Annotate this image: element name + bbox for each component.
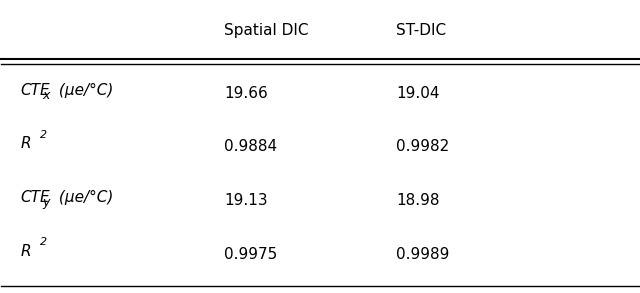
Text: x: x — [42, 89, 49, 102]
Text: CTE: CTE — [20, 190, 50, 205]
Text: Spatial DIC: Spatial DIC — [225, 23, 309, 38]
Text: 0.9975: 0.9975 — [225, 247, 278, 262]
Text: y: y — [42, 196, 49, 209]
Text: 2: 2 — [40, 237, 47, 247]
Text: ST-DIC: ST-DIC — [396, 23, 447, 38]
Text: 19.66: 19.66 — [225, 86, 268, 100]
Text: 19.04: 19.04 — [396, 86, 440, 100]
Text: 18.98: 18.98 — [396, 193, 440, 208]
Text: 0.9989: 0.9989 — [396, 247, 450, 262]
Text: 0.9982: 0.9982 — [396, 139, 450, 154]
Text: (μe/°C): (μe/°C) — [54, 190, 113, 205]
Text: 19.13: 19.13 — [225, 193, 268, 208]
Text: (μe/°C): (μe/°C) — [54, 83, 113, 98]
Text: 2: 2 — [40, 130, 47, 140]
Text: 0.9884: 0.9884 — [225, 139, 278, 154]
Text: CTE: CTE — [20, 83, 50, 98]
Text: R: R — [20, 136, 31, 151]
Text: R: R — [20, 244, 31, 259]
